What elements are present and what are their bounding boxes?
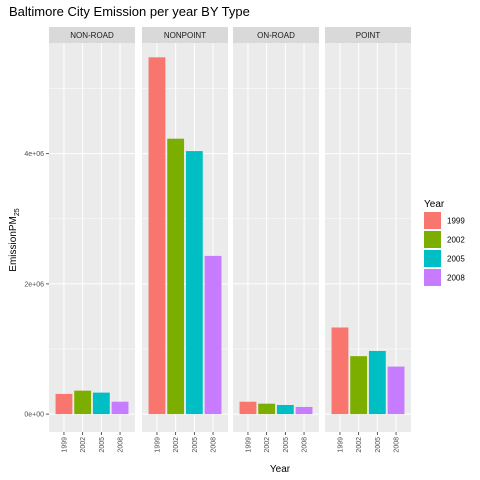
x-tick-label: 2002	[80, 437, 87, 453]
panel-background	[49, 43, 135, 432]
bar-non-road-2002	[74, 390, 92, 415]
x-tick-label: 2008	[118, 437, 125, 453]
bar-on-road-2005	[276, 404, 294, 415]
x-tick-label: 2002	[264, 437, 271, 453]
bar-point-2005	[368, 350, 386, 415]
facet-strip	[233, 27, 319, 43]
legend-title: Year	[424, 199, 445, 210]
y-tick-label: 2e+06	[24, 281, 44, 288]
y-tick-label: 0e+00	[24, 412, 44, 419]
legend-label-1999: 1999	[447, 217, 465, 226]
y-axis-title: EmissionPM25	[8, 208, 21, 271]
x-tick-label: 1999	[61, 437, 68, 453]
facet-non-road: NON-ROAD 1999 2002 2005 2008	[49, 27, 135, 453]
x-axis-title: Year	[270, 464, 291, 475]
facet-strip-label: POINT	[356, 31, 381, 40]
facet-strip-label: ON-ROAD	[257, 31, 295, 40]
bar-non-road-2008	[111, 401, 129, 415]
facet-strip	[325, 27, 411, 43]
x-tick-label: 1999	[245, 437, 252, 453]
facet-panels: NON-ROAD 1999 2002 2005 2008 NONPOINT 1999 2002…	[49, 27, 411, 453]
facet-strip-label: NON-ROAD	[70, 31, 114, 40]
legend-key-2002	[424, 231, 441, 248]
facet-point: POINT 1999 2002 2005 2008	[325, 27, 411, 453]
legend-key-2005	[424, 250, 441, 267]
bar-nonpoint-2002	[167, 138, 185, 415]
bar-point-2002	[350, 356, 368, 415]
facet-strip-label: NONPOINT	[164, 31, 206, 40]
x-tick-label: 2005	[192, 437, 199, 453]
bar-point-1999	[331, 327, 349, 415]
facet-on-road: ON-ROAD 1999 2002 2005 2008	[233, 27, 319, 453]
x-tick-label: 2008	[302, 437, 309, 453]
x-tick-label: 2002	[356, 437, 363, 453]
facet-strip	[142, 27, 228, 43]
chart-title: Baltimore City Emission per year BY Type	[9, 4, 250, 19]
x-tick-label: 2005	[375, 437, 382, 453]
y-axis-title-main: EmissionPM	[8, 216, 19, 272]
x-tick-label: 2008	[394, 437, 401, 453]
legend-label-2008: 2008	[447, 274, 465, 283]
x-tick-label: 2008	[211, 437, 218, 453]
bar-on-road-2008	[295, 406, 313, 415]
legend-label-2002: 2002	[447, 236, 465, 245]
bar-nonpoint-2008	[204, 255, 222, 415]
bar-nonpoint-1999	[148, 57, 166, 415]
x-tick-label: 2005	[99, 437, 106, 453]
x-tick-label: 2002	[173, 437, 180, 453]
bar-on-road-2002	[258, 403, 276, 415]
x-tick-label: 1999	[337, 437, 344, 453]
legend-label-2005: 2005	[447, 255, 465, 264]
x-tick-label: 2005	[283, 437, 290, 453]
legend-key-2008	[424, 269, 441, 286]
bar-on-road-1999	[239, 401, 257, 415]
legend-key-1999	[424, 212, 441, 229]
facet-strip	[49, 27, 135, 43]
bar-point-2008	[387, 366, 405, 415]
bar-non-road-1999	[55, 393, 73, 415]
y-axis-title-subscript: 25	[14, 208, 21, 216]
legend: Year 1999 2002 2005 2008	[424, 199, 465, 286]
y-tick-label: 4e+06	[24, 151, 44, 158]
panel-background	[233, 43, 319, 432]
x-tick-label: 1999	[154, 437, 161, 453]
facet-nonpoint: NONPOINT 1999 2002 2005 2008	[142, 27, 228, 453]
bar-non-road-2005	[92, 392, 110, 415]
bar-nonpoint-2005	[185, 151, 203, 415]
